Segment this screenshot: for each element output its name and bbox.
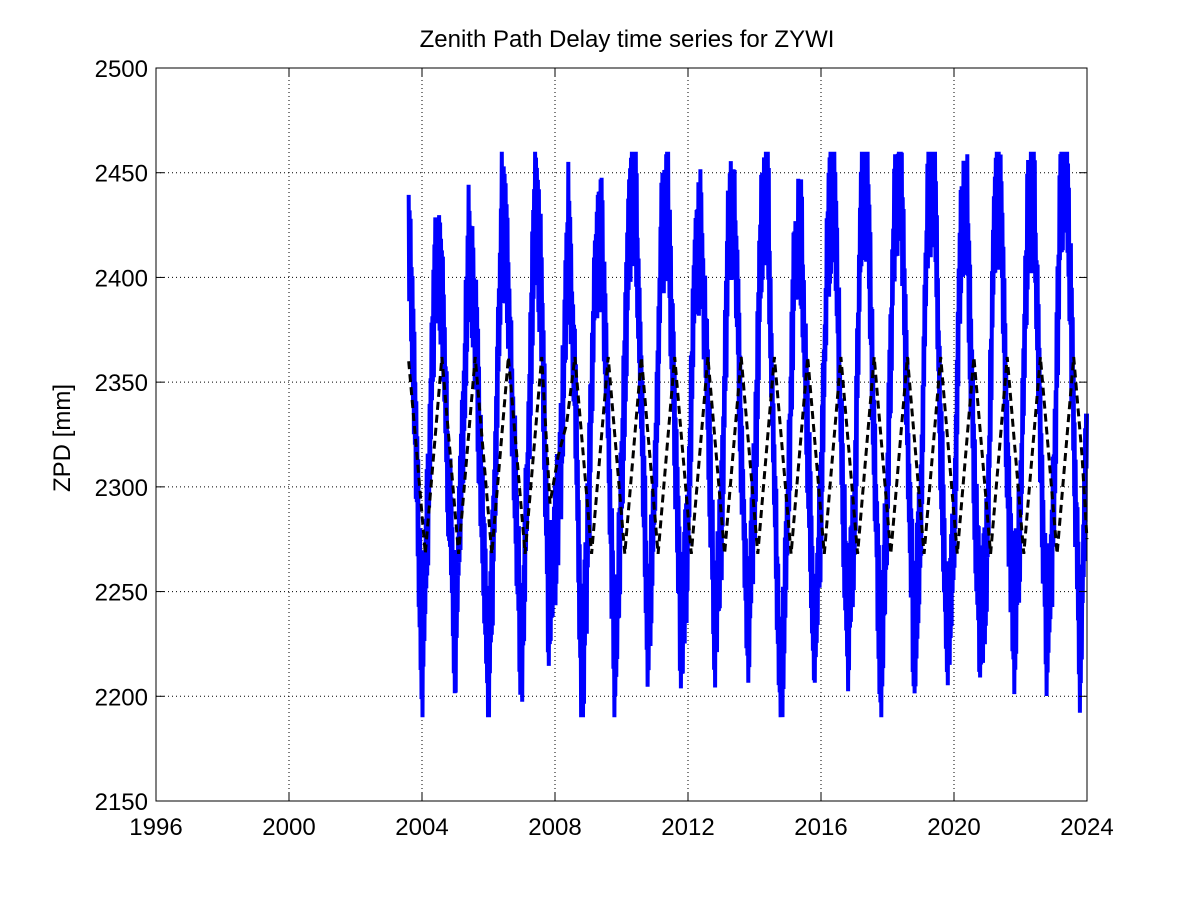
chart-title: Zenith Path Delay time series for ZYWI [420, 26, 835, 53]
y-tick-label: 2500 [95, 56, 148, 83]
plot-frame [155, 67, 1088, 802]
series-zpd-observed [406, 151, 1089, 718]
x-tick-label: 1996 [129, 814, 182, 841]
y-tick-label: 2250 [95, 580, 148, 607]
y-tick-label: 2350 [95, 370, 148, 397]
x-tick-label: 2000 [262, 814, 315, 841]
y-axis-label: ZPD [mm] [49, 384, 76, 492]
series-zpd-model [407, 356, 1089, 555]
y-tick-label: 2200 [95, 684, 148, 711]
x-tick-label: 2012 [661, 814, 714, 841]
y-tick-label: 2400 [95, 265, 148, 292]
plot-area [406, 151, 1089, 718]
y-tick-label: 2150 [95, 789, 148, 816]
y-tick-label: 2300 [95, 475, 148, 502]
x-tick-label: 2004 [395, 814, 448, 841]
x-tick-label: 2024 [1060, 814, 1113, 841]
x-tick-label: 2020 [927, 814, 980, 841]
x-tick-label: 2016 [794, 814, 847, 841]
y-tick-label: 2450 [95, 161, 148, 188]
x-tick-label: 2008 [528, 814, 581, 841]
axis-ticks: 1996 2000 2004 2008 2012 2016 2020 2024 2150 2200… [95, 56, 1114, 841]
